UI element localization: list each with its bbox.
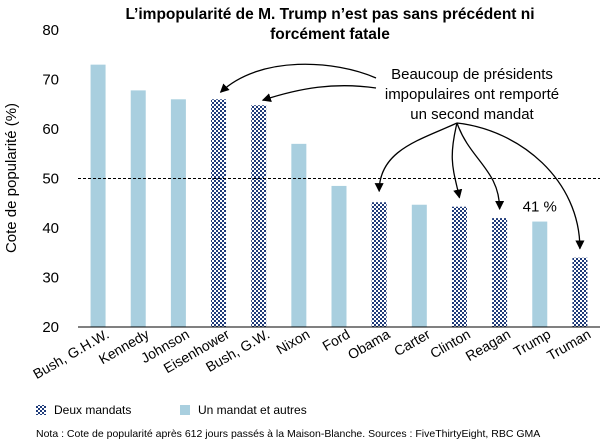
x-label-carter: Carter bbox=[391, 326, 433, 359]
y-tick-70: 70 bbox=[42, 72, 59, 89]
x-label-obama: Obama bbox=[345, 326, 393, 363]
bar-ford bbox=[331, 185, 347, 327]
legend-swatch-deux-mandats bbox=[36, 405, 46, 415]
legend-label-deux-mandats: Deux mandats bbox=[54, 403, 131, 417]
bar-bush-g-w bbox=[251, 105, 267, 328]
data-label-trump: 41 % bbox=[523, 199, 557, 216]
arrow-to-eisenhower bbox=[219, 63, 377, 93]
y-tick-60: 60 bbox=[42, 121, 59, 138]
x-label-nixon: Nixon bbox=[273, 326, 312, 358]
chart-title-line-1: L’impopularité de M. Trump n’est pas san… bbox=[125, 6, 534, 23]
chart-title-line-2: forcément fatale bbox=[270, 26, 390, 43]
bar-eisenhower bbox=[211, 99, 227, 327]
arrow-to-clinton bbox=[451, 122, 463, 199]
y-tick-40: 40 bbox=[42, 220, 59, 237]
x-axis-labels: Bush, G.H.W.KennedyJohnsonEisenhowerBush… bbox=[30, 326, 593, 382]
bar-obama bbox=[371, 202, 387, 327]
legend-label-un-mandat: Un mandat et autres bbox=[198, 403, 307, 417]
bar-clinton bbox=[451, 206, 467, 327]
y-tick-80: 80 bbox=[42, 22, 59, 39]
x-label-truman: Truman bbox=[544, 326, 593, 364]
y-axis-ticks: 20 30 40 50 60 70 80 bbox=[42, 22, 59, 336]
annotation-arrows bbox=[219, 63, 585, 250]
arrow-to-bush-g-w bbox=[261, 85, 377, 103]
bar-nixon bbox=[291, 143, 307, 327]
y-tick-30: 30 bbox=[42, 270, 59, 287]
annotation-line-3: un second mandat bbox=[410, 106, 534, 123]
y-tick-50: 50 bbox=[42, 171, 59, 188]
arrow-to-obama bbox=[374, 122, 458, 193]
bar-kennedy bbox=[130, 90, 146, 327]
bars bbox=[90, 64, 588, 328]
bar-reagan bbox=[492, 218, 508, 327]
legend-swatch-un-mandat bbox=[180, 405, 190, 415]
x-label-reagan: Reagan bbox=[463, 326, 513, 364]
chart-note: Nota : Cote de popularité après 612 jour… bbox=[36, 428, 540, 440]
annotation-line-2: impopulaires ont remporté bbox=[385, 86, 559, 103]
y-tick-20: 20 bbox=[42, 319, 59, 336]
annotation-line-1: Beaucoup de présidents bbox=[391, 66, 553, 83]
bar-johnson bbox=[170, 99, 186, 327]
arrow-to-reagan bbox=[456, 122, 505, 211]
bar-bush-g-h-w bbox=[90, 64, 106, 328]
bar-trump bbox=[532, 221, 548, 327]
y-axis-label: Cote de popularité (%) bbox=[3, 103, 20, 253]
bar-carter bbox=[411, 204, 427, 327]
bar-truman bbox=[572, 257, 588, 327]
arrow-to-truman bbox=[456, 122, 585, 250]
